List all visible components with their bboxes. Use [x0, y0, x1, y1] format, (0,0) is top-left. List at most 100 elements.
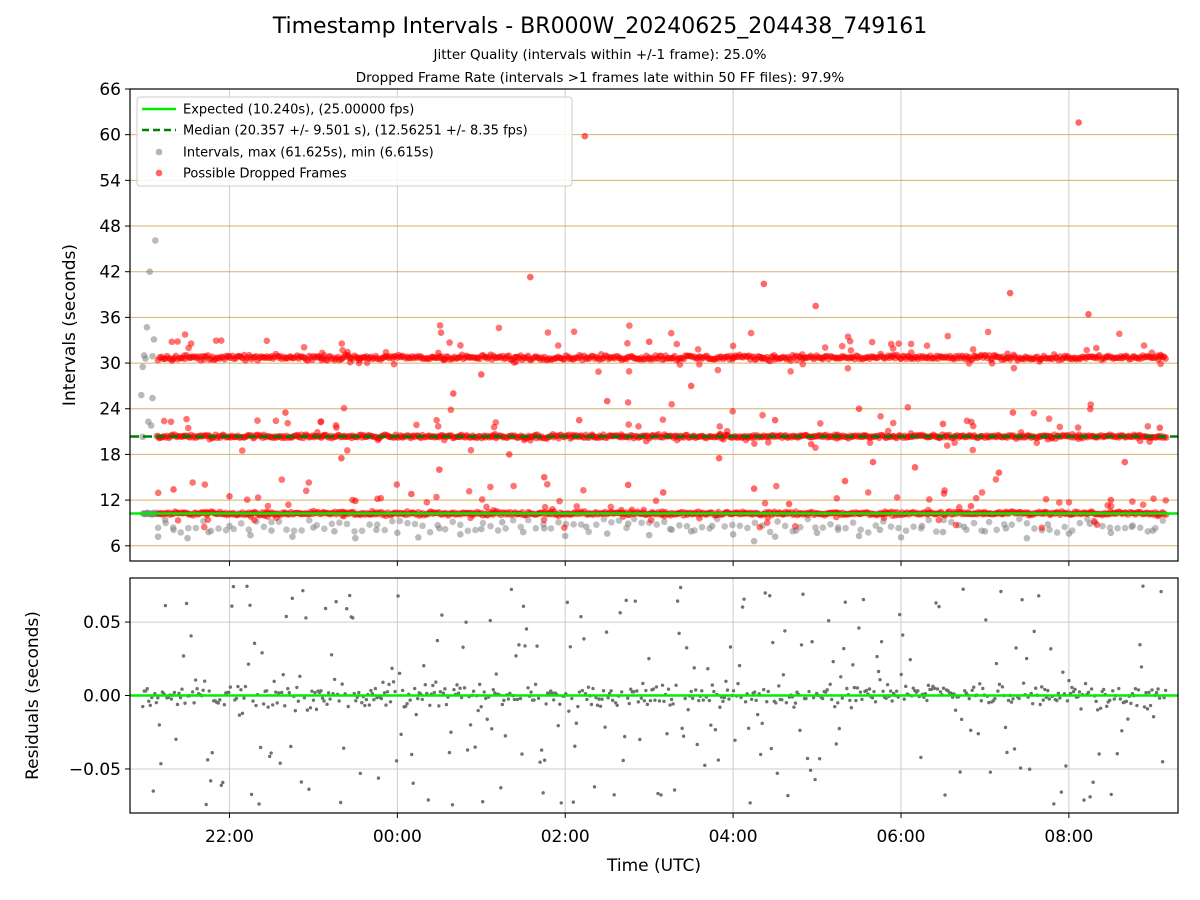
- residual-point: [1030, 701, 1035, 706]
- dropped-frame-point: [477, 371, 485, 378]
- residual-point: [1156, 687, 1160, 691]
- x-axis-label: Time (UTC): [606, 856, 701, 876]
- interval-point: [532, 524, 540, 532]
- dropped-frame-point: [773, 482, 780, 490]
- dropped-frame-point: [238, 447, 246, 454]
- residual-point: [1162, 695, 1166, 700]
- residual-point: [937, 604, 941, 609]
- dropped-frame-point: [512, 358, 520, 366]
- dropped-frame-point: [1144, 423, 1152, 430]
- residual-point: [1067, 678, 1071, 683]
- dropped-frame-point: [263, 337, 271, 345]
- interval-point: [373, 526, 380, 534]
- interval-point: [864, 529, 872, 536]
- dropped-frame-point: [433, 493, 440, 501]
- residual-point: [320, 696, 325, 700]
- residual-point: [798, 728, 802, 733]
- residual-point: [733, 738, 737, 742]
- interval-point: [585, 528, 593, 536]
- interval-point: [331, 528, 338, 535]
- dropped-frame-point: [413, 421, 420, 429]
- residual-point: [727, 697, 731, 701]
- residual-point: [184, 601, 189, 606]
- dropped-frame-point: [1006, 289, 1014, 297]
- residual-point: [613, 701, 618, 705]
- dropped-frame-point: [544, 329, 552, 336]
- residual-point: [1142, 705, 1147, 709]
- residual-point: [301, 588, 305, 593]
- dropped-frame-point: [760, 280, 768, 288]
- residual-point: [409, 752, 414, 757]
- interval-point: [479, 519, 487, 527]
- residual-point: [707, 698, 712, 703]
- interval-point: [932, 528, 940, 535]
- dropped-frame-point: [1146, 438, 1153, 445]
- residual-point: [675, 599, 680, 603]
- residual-point: [245, 584, 249, 589]
- interval-point: [750, 537, 758, 545]
- dropped-frame-point: [1042, 495, 1050, 503]
- residual-point: [515, 697, 520, 702]
- interval-point: [623, 524, 630, 532]
- residual-point: [210, 750, 214, 755]
- intervals-ylabel: Intervals (seconds): [60, 244, 80, 406]
- interval-point: [819, 524, 827, 532]
- dropped-frame-point: [944, 332, 952, 340]
- residual-point: [1145, 707, 1150, 711]
- interval-point: [415, 534, 422, 541]
- residual-point: [958, 770, 962, 774]
- residual-point: [777, 684, 781, 688]
- interval-point: [138, 391, 145, 399]
- residual-point: [692, 666, 696, 670]
- dropped-frame-point: [1010, 364, 1018, 372]
- dropped-frame-point: [864, 489, 872, 496]
- residual-point: [970, 688, 974, 693]
- residual-point: [1005, 750, 1009, 755]
- residual-point: [878, 678, 882, 682]
- dropped-frame-rate-subtitle: Dropped Frame Rate (intervals >1 frames …: [355, 70, 845, 86]
- residual-point: [221, 780, 225, 785]
- residual-point: [209, 779, 213, 783]
- dropped-frame-point: [543, 480, 551, 488]
- dropped-frame-point: [201, 481, 209, 488]
- residual-point: [240, 711, 245, 716]
- residual-point: [624, 598, 628, 603]
- residual-point: [326, 691, 331, 695]
- interval-point: [547, 525, 555, 532]
- residual-point: [1163, 688, 1168, 693]
- interval-point: [524, 516, 532, 524]
- residual-point: [825, 688, 829, 692]
- dropped-frame-point: [1093, 521, 1101, 528]
- dropped-frame-point: [761, 499, 769, 507]
- dropped-frame-point: [174, 517, 182, 524]
- residual-point: [535, 644, 539, 648]
- interval-point: [698, 523, 706, 531]
- dropped-frame-point: [505, 451, 513, 458]
- residual-point: [243, 684, 248, 689]
- residual-point: [231, 584, 236, 589]
- residual-point: [252, 641, 257, 646]
- dropped-frame-point: [1093, 344, 1100, 352]
- residual-point: [521, 604, 526, 608]
- residual-point: [656, 791, 660, 796]
- residual-point: [431, 683, 435, 688]
- dropped-frame-point: [317, 418, 325, 425]
- residual-point: [567, 709, 571, 713]
- residual-point: [861, 597, 866, 602]
- residual-point: [1129, 701, 1133, 706]
- residual-point: [544, 702, 548, 706]
- legend-entry-label: Expected (10.240s), (25.00000 fps): [183, 103, 414, 118]
- interval-point: [902, 527, 910, 534]
- intervals-ytick-label: 6: [110, 537, 121, 557]
- residual-point: [494, 672, 498, 676]
- residual-point: [323, 606, 328, 611]
- residual-point: [660, 683, 665, 688]
- dropped-frame-point: [264, 502, 272, 510]
- interval-point: [162, 519, 169, 527]
- interval-point: [872, 522, 880, 529]
- residual-point: [855, 686, 860, 690]
- residual-point: [476, 708, 480, 713]
- interval-point: [653, 521, 661, 528]
- residual-point: [826, 618, 831, 623]
